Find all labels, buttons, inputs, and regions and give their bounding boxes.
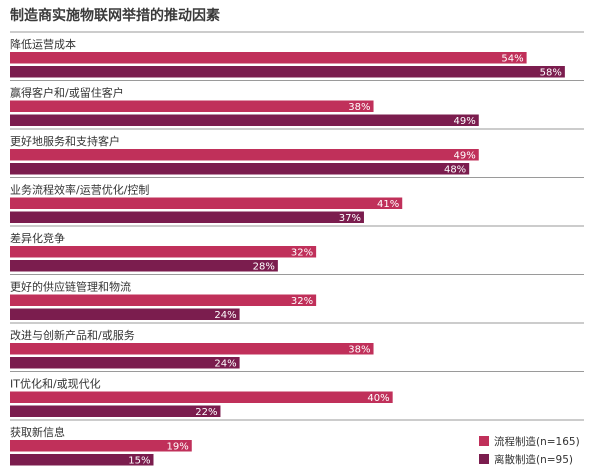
data-label: 38%: [348, 102, 370, 113]
bar-series2: [10, 357, 240, 369]
bar-series2: [10, 66, 565, 78]
category-label: 业务流程效率/运营优化/控制: [10, 183, 149, 197]
bar-series1: [10, 149, 479, 161]
data-label: 41%: [377, 199, 399, 210]
bar-groups: 降低运营成本 54% 58% 赢得客户和/或留住客户 38% 49% 更好地服务和支持客户 4…: [10, 31, 584, 467]
data-label: 54%: [501, 54, 523, 65]
bar-series2: [10, 163, 470, 175]
bar-series1: [10, 343, 374, 355]
category-group: 改进与创新产品和/或服务 38% 24%: [10, 322, 584, 370]
category-label: 降低运营成本: [10, 37, 76, 51]
category-group: 获取新信息 19% 15%: [10, 419, 584, 467]
bar-series2: [10, 454, 154, 466]
data-label: 32%: [291, 248, 313, 259]
category-group: 更好的供应链管理和物流 32% 24%: [10, 274, 584, 321]
category-group: 降低运营成本 54% 58%: [10, 31, 584, 79]
bar-series2: [10, 308, 240, 320]
data-label: 28%: [253, 262, 275, 273]
data-label: 22%: [195, 407, 217, 418]
bar-series1: [10, 440, 192, 452]
category-group: 差异化竞争 32% 28%: [10, 225, 584, 273]
category-label: 获取新信息: [10, 425, 65, 439]
data-label: 19%: [167, 442, 189, 453]
category-label: 差异化竞争: [10, 231, 65, 245]
category-label: IT优化和/或现代化: [10, 377, 101, 391]
category-group: 更好地服务和支持客户 49% 48%: [10, 128, 584, 176]
bar-series1: [10, 246, 317, 258]
category-group: 赢得客户和/或留住客户 38% 49%: [10, 80, 584, 127]
category-label: 更好地服务和支持客户: [10, 134, 120, 148]
category-label: 改进与创新产品和/或服务: [10, 328, 135, 342]
legend-swatch-series1: [479, 436, 489, 446]
bar-series2: [10, 260, 278, 272]
chart-title: 制造商实施物联网举措的推动因素: [10, 7, 220, 24]
bar-series2: [10, 114, 479, 126]
bar-series2: [10, 211, 364, 223]
bar-series2: [10, 405, 221, 417]
data-label: 37%: [339, 213, 361, 224]
data-label: 48%: [444, 165, 466, 176]
bar-series1: [10, 294, 317, 306]
data-label: 32%: [291, 296, 313, 307]
data-label: 38%: [348, 345, 370, 356]
bar-series1: [10, 52, 527, 64]
data-label: 24%: [214, 310, 236, 321]
data-label: 40%: [367, 393, 389, 404]
data-label: 58%: [540, 68, 562, 79]
bar-series1: [10, 100, 374, 112]
data-label: 15%: [128, 456, 150, 467]
data-label: 49%: [454, 116, 476, 127]
category-group: IT优化和/或现代化 40% 22%: [10, 371, 584, 418]
legend-label-series1: 流程制造(n=165): [494, 435, 580, 448]
bar-series1: [10, 197, 403, 209]
data-label: 49%: [454, 151, 476, 162]
data-label: 24%: [214, 359, 236, 370]
legend: 流程制造(n=165) 离散制造(n=95): [479, 435, 580, 466]
legend-swatch-series2: [479, 454, 489, 464]
bar-series1: [10, 391, 393, 403]
category-label: 更好的供应链管理和物流: [10, 280, 131, 294]
category-group: 业务流程效率/运营优化/控制 41% 37%: [10, 177, 584, 224]
legend-label-series2: 离散制造(n=95): [494, 453, 573, 466]
category-label: 赢得客户和/或留住客户: [10, 86, 124, 100]
